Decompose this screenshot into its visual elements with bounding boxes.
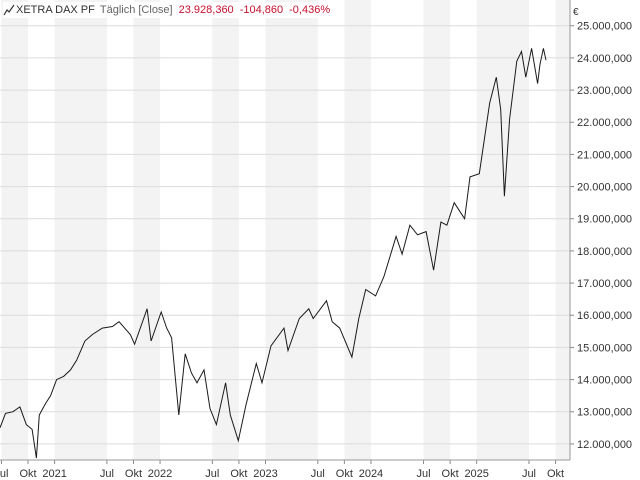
- quarter-band: [265, 0, 318, 460]
- y-tick-label: 14.000,000: [577, 375, 632, 387]
- x-tick-label: Okt: [336, 468, 353, 480]
- y-tick-label: 19.000,000: [577, 214, 632, 226]
- price-change-percent: -0,436%: [289, 4, 331, 16]
- quarter-band: [1, 0, 29, 460]
- y-tick-label: 18.000,000: [577, 246, 632, 258]
- x-tick-label: Jul: [205, 468, 219, 480]
- x-tick-label: Okt: [442, 468, 459, 480]
- x-tick-label: 2025: [464, 468, 488, 480]
- quarter-band: [555, 0, 570, 460]
- chart-header: XETRA DAX PF Täglich [Close] 23.928,360 …: [3, 2, 334, 18]
- y-tick-label: 13.000,000: [577, 407, 632, 419]
- interval-label: Täglich [Close]: [99, 4, 173, 16]
- quarter-band: [344, 0, 371, 460]
- y-tick-label: 17.000,000: [577, 278, 632, 290]
- x-tick-label: Okt: [19, 468, 36, 480]
- price-line: [0, 48, 547, 459]
- x-tick-label: Okt: [125, 468, 142, 480]
- x-tick-label: Jul: [0, 468, 8, 480]
- quarter-bands: [1, 0, 570, 460]
- x-tick-label: Jul: [100, 468, 114, 480]
- last-price: 23.928,360: [178, 4, 234, 16]
- x-tick-label: 2024: [359, 468, 383, 480]
- x-tick-label: 2022: [148, 468, 172, 480]
- y-tick-label: 25.000,000: [577, 21, 632, 33]
- quarter-band: [54, 0, 107, 460]
- x-tick-label: Okt: [547, 468, 564, 480]
- quarter-band: [476, 0, 529, 460]
- y-tick-label: 20.000,000: [577, 182, 632, 194]
- x-tick-label: Jul: [311, 468, 325, 480]
- y-tick-label: 15.000,000: [577, 342, 632, 354]
- y-axis-ticks: 12.000,000 13.000,000 14.000,000 15.000,000…: [570, 21, 632, 451]
- y-tick-label: 21.000,000: [577, 149, 632, 161]
- price-change: -104,860: [239, 4, 284, 16]
- quarter-band: [423, 0, 451, 460]
- x-tick-label: Jul: [416, 468, 430, 480]
- instrument-name: XETRA DAX PF: [16, 4, 95, 16]
- x-tick-label: Okt: [230, 468, 247, 480]
- line-chart-icon: [3, 4, 15, 16]
- y-tick-label: 22.000,000: [577, 117, 632, 129]
- y-tick-label: 23.000,000: [577, 85, 632, 97]
- quarter-band: [212, 0, 239, 460]
- x-tick-label: Jul: [522, 468, 536, 480]
- x-tick-label: 2021: [42, 468, 66, 480]
- x-tick-label: 2023: [253, 468, 277, 480]
- y-tick-label: 16.000,000: [577, 310, 632, 322]
- y-tick-label: 24.000,000: [577, 53, 632, 65]
- y-unit-label: €: [573, 7, 579, 18]
- y-tick-label: 12.000,000: [577, 439, 632, 451]
- x-axis-ticks: Jul Okt 2021 Jul Okt 2022 Jul Okt 2023 Jul Okt 2024…: [0, 460, 564, 480]
- quarter-band: [133, 0, 161, 460]
- horizontal-gridlines: [0, 25, 570, 445]
